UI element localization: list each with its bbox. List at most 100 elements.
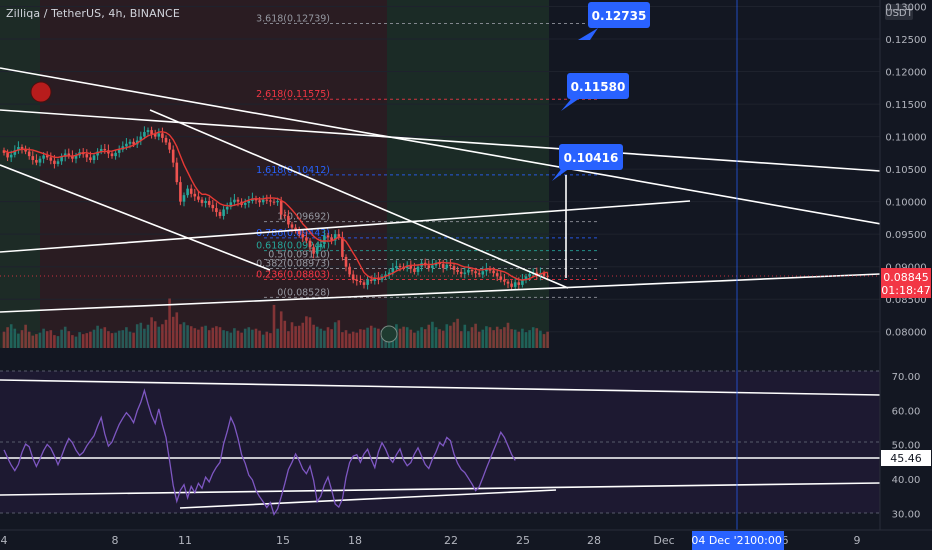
price-tick-label: 0.12500	[885, 35, 926, 46]
volume-bar	[405, 327, 409, 348]
candle-body	[333, 234, 337, 241]
candle-body	[157, 133, 161, 137]
volume-bar	[409, 329, 413, 348]
volume-bar	[261, 334, 265, 348]
volume-bar	[305, 316, 308, 348]
candle-body	[441, 264, 445, 268]
symbol-title[interactable]: Zilliqa / TetherUS, 4h, BINANCE	[6, 7, 180, 20]
volume-bar	[351, 331, 355, 348]
volume-bar	[297, 325, 301, 348]
volume-bar	[380, 330, 384, 348]
candle-body	[326, 235, 330, 238]
candle-body	[398, 266, 402, 268]
time-axis[interactable]	[0, 530, 932, 550]
candle-body	[341, 237, 344, 257]
volume-bar	[542, 334, 546, 348]
volume-bar	[373, 327, 377, 348]
price-tick-label: 0.09500	[885, 230, 926, 241]
volume-bar	[67, 331, 71, 348]
price-tick-label: 0.10500	[885, 165, 926, 176]
buy-signal-marker[interactable]	[380, 325, 398, 343]
volume-bar	[71, 335, 74, 348]
candle-body	[258, 200, 261, 203]
candle-body	[337, 234, 341, 238]
candle-body	[207, 200, 211, 205]
bar-countdown: 01:18:47	[881, 284, 930, 297]
price-tick-label: 0.11500	[885, 100, 926, 111]
volume-bar	[481, 329, 485, 348]
volume-bar	[168, 298, 171, 348]
volume-bar	[341, 332, 344, 348]
candle-body	[470, 269, 474, 272]
candle-body	[197, 196, 200, 200]
candle-body	[114, 152, 117, 157]
fib-extension[interactable]: 3.618(0.12739)2.618(0.11575)1.618(0.1041…	[256, 13, 598, 298]
candle-body	[211, 204, 215, 209]
volume-bar	[161, 324, 164, 348]
candle-body	[477, 273, 481, 275]
price-callout-3[interactable]: 0.10416	[552, 144, 623, 181]
volume-bar	[524, 332, 528, 348]
candle-body	[344, 256, 348, 267]
candle-body	[146, 130, 150, 133]
candle-body	[179, 182, 182, 202]
candle-body	[150, 130, 153, 134]
candle-body	[164, 137, 168, 143]
price-tick-label: 0.10000	[885, 198, 926, 209]
candle-body	[265, 199, 269, 201]
fib-level-label: 0.786(0.09443)	[256, 228, 330, 239]
time-tick-label: 8	[112, 534, 119, 547]
trend-line-resistance-2	[0, 109, 881, 172]
candle-body	[528, 273, 531, 277]
candle-body	[6, 152, 9, 158]
candle-body	[348, 266, 351, 275]
wedge-top-line	[149, 109, 569, 289]
price-callout-1[interactable]: 0.12735	[578, 2, 650, 40]
candle-body	[290, 224, 294, 228]
volume-bar	[42, 328, 45, 348]
candle-body	[243, 202, 247, 205]
rsi-trend-low	[0, 482, 881, 496]
volume-bar	[413, 332, 416, 348]
candle-body	[373, 277, 377, 282]
fib-level-label: 0.382(0.08973)	[256, 258, 330, 269]
candle-body	[283, 214, 287, 216]
volume-bar	[53, 335, 56, 348]
volume-bar	[110, 333, 114, 348]
price-callout-2[interactable]: 0.11580	[561, 73, 629, 111]
volume-bar	[236, 330, 240, 348]
candle-body	[222, 209, 225, 216]
volume-bar	[402, 326, 405, 348]
volume-bar	[31, 335, 35, 348]
price-grid	[0, 6, 880, 333]
sell-signal-marker[interactable]	[30, 81, 52, 103]
volume-bar	[290, 322, 294, 348]
trend-lines[interactable]	[0, 67, 932, 509]
candle-body	[175, 162, 179, 183]
volume-bar	[366, 327, 369, 348]
volume-bar	[265, 331, 269, 348]
candle-body	[125, 143, 128, 147]
volume-bar	[452, 322, 456, 348]
volume-bar	[485, 326, 488, 348]
volume-bar	[225, 331, 229, 348]
candle-body	[438, 262, 441, 265]
candle-body	[369, 279, 373, 282]
volume-bar	[377, 328, 380, 348]
volume-bar	[535, 328, 539, 348]
time-tick-label: 25	[516, 534, 530, 547]
time-tick-label: 22	[444, 534, 458, 547]
fib-level-label: 0.236(0.08803)	[256, 270, 330, 281]
volume-bar	[139, 322, 143, 348]
volume-bar	[546, 331, 549, 348]
candle-body	[269, 200, 272, 202]
candle-body	[272, 201, 276, 203]
candle-body	[413, 268, 416, 272]
candle-body	[71, 156, 74, 159]
candle-body	[128, 141, 132, 144]
fib-level-label: 0.618(0.09247)	[256, 241, 330, 252]
candle-body	[323, 235, 326, 244]
candle-body	[452, 266, 456, 270]
volume-bar	[92, 329, 96, 348]
